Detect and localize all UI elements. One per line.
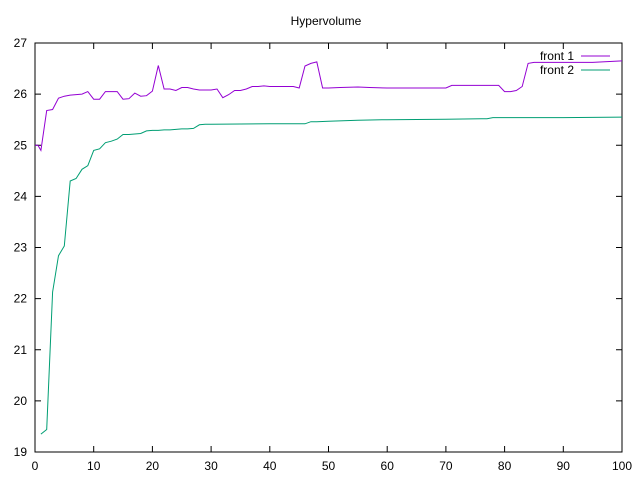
x-tick-label: 30 <box>204 459 218 473</box>
y-tick-label: 25 <box>14 138 28 152</box>
axis-ticks: 0 10 20 30 40 50 60 70 80 90 100 19 20 21 22 23 24 25 26 27 <box>14 36 633 473</box>
y-tick-label: 24 <box>14 189 28 203</box>
y-tick-label: 21 <box>14 343 28 357</box>
x-tick-label: 10 <box>87 459 101 473</box>
y-tick-label: 26 <box>14 87 28 101</box>
y-tick-label: 23 <box>14 241 28 255</box>
y-tick-label: 20 <box>14 394 28 408</box>
legend-label: front 1 <box>540 49 574 63</box>
series-line-front-2 <box>40 116 623 435</box>
x-tick-label: 0 <box>32 459 39 473</box>
x-tick-label: 60 <box>381 459 395 473</box>
x-tick-label: 50 <box>322 459 336 473</box>
series-layer <box>35 60 623 435</box>
x-tick-label: 80 <box>498 459 512 473</box>
y-tick-label: 27 <box>14 36 28 50</box>
plot-frame <box>34 42 623 453</box>
x-tick-label: 90 <box>557 459 571 473</box>
legend-label: front 2 <box>540 63 574 77</box>
x-tick-label: 20 <box>146 459 160 473</box>
x-tick-label: 70 <box>439 459 453 473</box>
x-tick-label: 40 <box>263 459 277 473</box>
series-line-front-1 <box>35 60 623 152</box>
x-tick-label: 100 <box>612 459 632 473</box>
y-tick-label: 22 <box>14 292 28 306</box>
y-tick-label: 19 <box>14 445 28 459</box>
chart-title: Hypervolume <box>291 14 362 28</box>
